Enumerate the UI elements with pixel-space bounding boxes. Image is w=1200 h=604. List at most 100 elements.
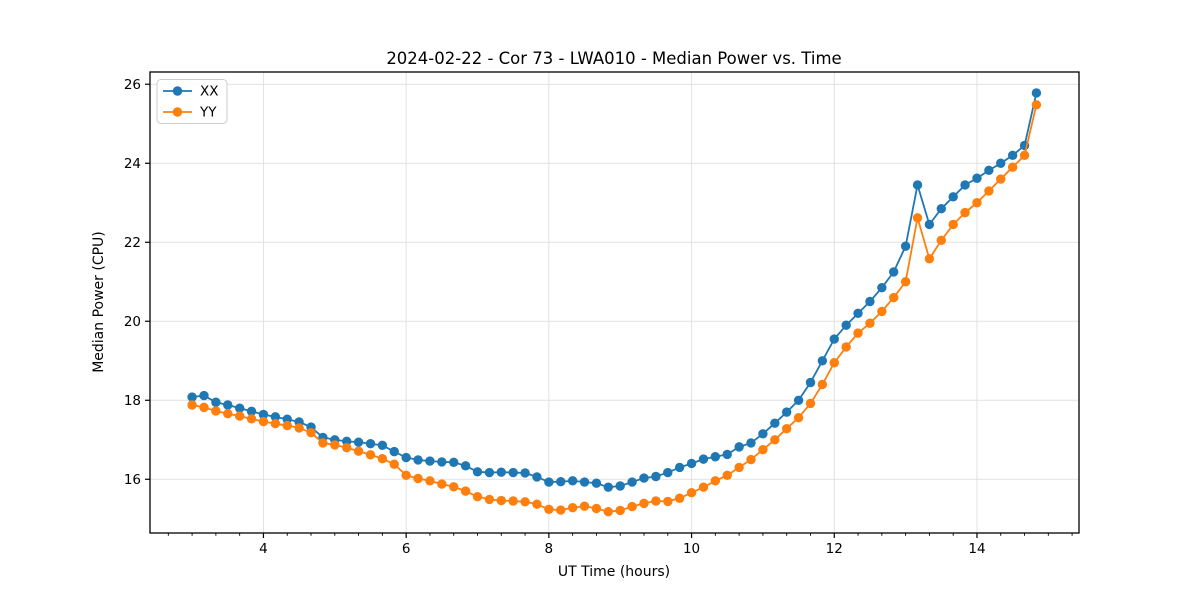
- data-point-xx: [781, 407, 792, 417]
- data-point-xx: [663, 467, 673, 478]
- data-point-yy: [342, 442, 352, 453]
- data-point-xx: [746, 438, 756, 448]
- data-point-yy: [900, 277, 911, 287]
- data-point-yy: [508, 496, 518, 506]
- data-point-xx: [496, 467, 506, 477]
- data-point-yy: [770, 435, 780, 445]
- y-axis-label: Median Power (CPU): [91, 231, 107, 373]
- data-point-xx: [401, 452, 411, 463]
- data-point-yy: [615, 505, 625, 516]
- data-point-xx: [936, 203, 946, 214]
- data-point-yy: [1031, 100, 1042, 110]
- data-point-xx: [532, 472, 542, 482]
- data-point-yy: [805, 398, 816, 409]
- x-tick-label: 14: [968, 541, 985, 557]
- data-point-xx: [556, 476, 566, 487]
- data-point-xx: [270, 412, 281, 422]
- data-point-yy: [936, 235, 946, 245]
- y-tick-label: 24: [124, 156, 141, 172]
- data-point-yy: [460, 486, 471, 496]
- data-point-xx: [1031, 88, 1042, 98]
- data-point-xx: [972, 173, 982, 183]
- data-point-yy: [793, 412, 804, 423]
- data-point-xx: [520, 468, 530, 478]
- x-tick-label: 12: [826, 541, 843, 557]
- chart-title: 2024-02-22 - Cor 73 - LWA010 - Median Po…: [386, 49, 841, 68]
- data-point-yy: [781, 424, 792, 434]
- data-point-xx: [425, 456, 435, 466]
- data-point-yy: [556, 505, 566, 515]
- legend-swatch-marker-xx: [172, 86, 183, 96]
- data-point-xx: [841, 320, 851, 330]
- data-point-yy: [294, 423, 304, 433]
- data-point-xx: [460, 461, 471, 471]
- series-line-xx: [191, 92, 1038, 489]
- data-point-yy: [817, 379, 828, 390]
- data-point-yy: [579, 501, 590, 511]
- data-point-yy: [532, 499, 542, 509]
- data-point-xx: [472, 467, 483, 477]
- data-point-yy: [389, 459, 399, 469]
- data-point-xx: [758, 429, 768, 439]
- x-tick-label: 6: [402, 541, 411, 557]
- data-point-yy: [234, 411, 245, 421]
- data-point-yy: [1007, 162, 1018, 172]
- data-point-xx: [877, 282, 887, 293]
- data-point-yy: [199, 402, 209, 413]
- data-point-xx: [544, 477, 554, 487]
- data-point-xx: [912, 180, 923, 190]
- data-point-xx: [223, 400, 233, 410]
- series-line-yy: [191, 103, 1038, 513]
- legend-item-yy: YY: [163, 105, 217, 121]
- data-point-yy: [674, 493, 685, 503]
- data-point-yy: [841, 342, 851, 352]
- data-point-xx: [674, 462, 685, 473]
- data-point-xx: [817, 356, 828, 366]
- data-point-yy: [401, 470, 411, 481]
- data-point-xx: [389, 446, 399, 457]
- data-point-xx: [889, 267, 899, 277]
- data-point-yy: [627, 501, 637, 512]
- y-tick-label: 18: [124, 393, 141, 409]
- y-tick-label: 20: [124, 314, 141, 330]
- data-point-xx: [579, 477, 590, 487]
- data-point-yy: [984, 186, 994, 196]
- data-point-yy: [603, 506, 613, 517]
- data-point-yy: [187, 400, 197, 410]
- data-point-xx: [246, 406, 257, 417]
- plot-border: [149, 71, 1080, 534]
- x-tick-label: 8: [545, 541, 554, 557]
- data-point-yy: [377, 454, 388, 464]
- grid-layer: [150, 72, 1079, 533]
- data-point-yy: [258, 416, 269, 427]
- data-point-xx: [900, 241, 911, 251]
- x-tick-label: 4: [259, 541, 268, 557]
- data-point-xx: [413, 455, 423, 465]
- data-point-yy: [663, 496, 673, 507]
- data-point-yy: [282, 420, 292, 431]
- x-axis-label: UT Time (hours): [558, 564, 670, 580]
- data-point-yy: [211, 406, 221, 416]
- data-point-xx: [567, 476, 578, 486]
- data-point-xx: [865, 296, 875, 307]
- data-point-xx: [722, 449, 732, 460]
- data-point-xx: [508, 467, 518, 478]
- data-point-xx: [353, 437, 364, 447]
- data-point-xx: [734, 442, 744, 452]
- data-point-xx: [770, 418, 780, 428]
- data-point-yy: [365, 450, 376, 460]
- data-point-xx: [805, 377, 816, 388]
- data-point-yy: [853, 328, 863, 338]
- data-point-xx: [603, 482, 613, 492]
- data-point-yy: [877, 306, 887, 317]
- data-point-xx: [639, 473, 649, 483]
- data-point-xx: [710, 452, 721, 462]
- data-point-yy: [996, 174, 1006, 184]
- data-point-yy: [651, 496, 661, 506]
- data-point-xx: [365, 439, 376, 449]
- data-point-yy: [472, 491, 483, 502]
- data-point-yy: [865, 318, 875, 328]
- data-point-yy: [318, 438, 328, 448]
- data-point-yy: [544, 504, 554, 514]
- tick-layer: 4 6 8 10 12 14 16 18 20 22 24 26: [124, 77, 1073, 557]
